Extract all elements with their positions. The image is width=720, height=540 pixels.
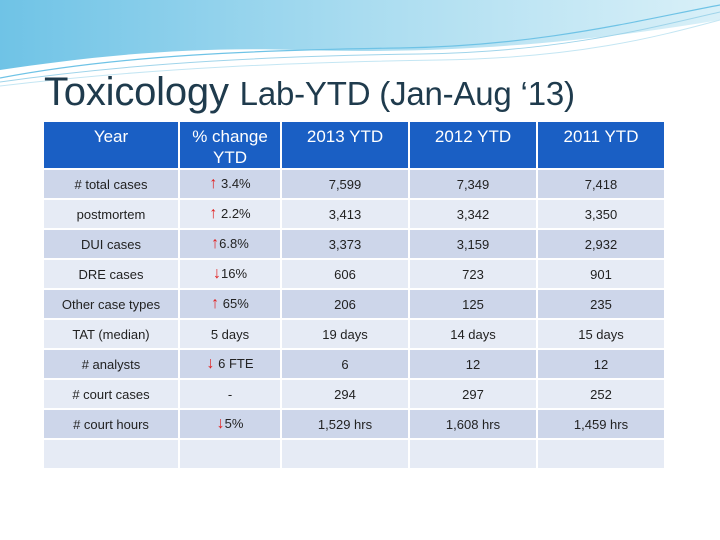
change-cell: ↑ 2.2%: [180, 200, 280, 228]
table-header-row: Year % change YTD 2013 YTD 2012 YTD 2011…: [44, 122, 664, 168]
value-2011: [538, 440, 664, 468]
table-row: TAT (median) 5 days 19 days 14 days 15 days: [44, 320, 664, 348]
value-2011: 3,350: [538, 200, 664, 228]
header-year: Year: [44, 122, 178, 168]
value-2011: 12: [538, 350, 664, 378]
table-row: # total cases ↑ 3.4% 7,599 7,349 7,418: [44, 170, 664, 198]
table-row: [44, 440, 664, 468]
value-2013: 606: [282, 260, 408, 288]
table-row: DUI cases ↑6.8% 3,373 3,159 2,932: [44, 230, 664, 258]
value-2013: 7,599: [282, 170, 408, 198]
value-2013: 6: [282, 350, 408, 378]
change-cell: [180, 440, 280, 468]
change-cell: ↑6.8%: [180, 230, 280, 258]
value-2012: 14 days: [410, 320, 536, 348]
value-2012: 125: [410, 290, 536, 318]
header-2011: 2011 YTD: [538, 122, 664, 168]
value-2011: 7,418: [538, 170, 664, 198]
value-2011: 1,459 hrs: [538, 410, 664, 438]
value-2013: 3,373: [282, 230, 408, 258]
arrow-up-icon: ↑: [209, 205, 218, 222]
change-value: 65%: [219, 296, 249, 311]
change-value: 6.8%: [219, 236, 249, 251]
value-2013: [282, 440, 408, 468]
row-label: DUI cases: [44, 230, 178, 258]
value-2011: 235: [538, 290, 664, 318]
change-cell: ↓16%: [180, 260, 280, 288]
change-value: 5%: [224, 416, 244, 431]
header-change: % change YTD: [180, 122, 280, 168]
change-cell: ↑ 3.4%: [180, 170, 280, 198]
value-2012: [410, 440, 536, 468]
slide-title-rest: Lab-YTD (Jan-Aug ‘13): [239, 75, 575, 112]
change-cell: -: [180, 380, 280, 408]
arrow-up-icon: ↑: [209, 175, 218, 192]
value-2012: 3,342: [410, 200, 536, 228]
row-label: postmortem: [44, 200, 178, 228]
value-2011: 15 days: [538, 320, 664, 348]
value-2012: 12: [410, 350, 536, 378]
value-2011: 2,932: [538, 230, 664, 258]
arrow-up-icon: ↑: [211, 235, 220, 252]
value-2011: 901: [538, 260, 664, 288]
arrow-up-icon: ↑: [211, 295, 220, 312]
change-cell: 5 days: [180, 320, 280, 348]
table-row: DRE cases ↓16% 606 723 901: [44, 260, 664, 288]
header-2013: 2013 YTD: [282, 122, 408, 168]
row-label: # court hours: [44, 410, 178, 438]
table-row: # court cases -294 297 252: [44, 380, 664, 408]
header-2012: 2012 YTD: [410, 122, 536, 168]
value-2011: 252: [538, 380, 664, 408]
arrow-down-icon: ↓: [212, 265, 221, 282]
value-2012: 3,159: [410, 230, 536, 258]
slide-title: Toxicology Lab-YTD (Jan-Aug ‘13): [44, 70, 575, 115]
value-2012: 1,608 hrs: [410, 410, 536, 438]
value-2012: 7,349: [410, 170, 536, 198]
change-value: 6 FTE: [214, 356, 254, 371]
slide-title-main: Toxicology: [44, 70, 240, 114]
decorative-wave-banner: [0, 0, 720, 87]
row-label: # analysts: [44, 350, 178, 378]
value-2013: 3,413: [282, 200, 408, 228]
value-2013: 294: [282, 380, 408, 408]
table-row: # court hours ↓5% 1,529 hrs 1,608 hrs 1,459 …: [44, 410, 664, 438]
change-value: 16%: [220, 266, 248, 281]
change-cell: ↓5%: [180, 410, 280, 438]
value-2012: 723: [410, 260, 536, 288]
value-2012: 297: [410, 380, 536, 408]
table-row: postmortem ↑ 2.2% 3,413 3,342 3,350: [44, 200, 664, 228]
table-row: Other case types ↑ 65% 206 125 235: [44, 290, 664, 318]
change-value: 2.2%: [217, 206, 251, 221]
value-2013: 1,529 hrs: [282, 410, 408, 438]
row-label: TAT (median): [44, 320, 178, 348]
stats-table: Year % change YTD 2013 YTD 2012 YTD 2011…: [42, 120, 666, 470]
row-label: [44, 440, 178, 468]
value-2013: 19 days: [282, 320, 408, 348]
table-row: # analysts ↓ 6 FTE 6 12 12: [44, 350, 664, 378]
row-label: # court cases: [44, 380, 178, 408]
arrow-down-icon: ↓: [216, 415, 225, 432]
value-2013: 206: [282, 290, 408, 318]
change-cell: ↑ 65%: [180, 290, 280, 318]
change-value: 3.4%: [217, 176, 251, 191]
row-label: # total cases: [44, 170, 178, 198]
arrow-down-icon: ↓: [206, 355, 215, 372]
change-cell: ↓ 6 FTE: [180, 350, 280, 378]
row-label: DRE cases: [44, 260, 178, 288]
row-label: Other case types: [44, 290, 178, 318]
